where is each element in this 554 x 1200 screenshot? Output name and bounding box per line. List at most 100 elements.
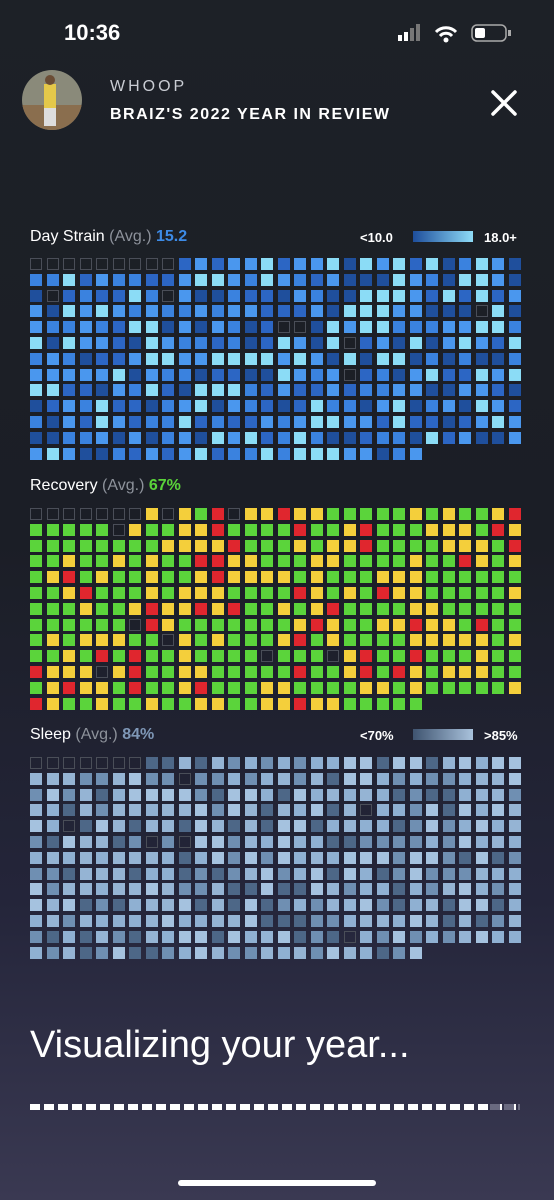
day-cell bbox=[46, 571, 59, 584]
day-cell bbox=[442, 851, 455, 864]
day-cell bbox=[409, 915, 422, 927]
day-cell bbox=[277, 650, 290, 663]
day-cell bbox=[508, 883, 521, 896]
day-cell bbox=[310, 431, 323, 444]
day-cell bbox=[492, 820, 504, 833]
day-cell bbox=[393, 915, 405, 927]
day-cell bbox=[409, 352, 422, 365]
day-cell bbox=[195, 447, 207, 460]
day-cell bbox=[459, 571, 471, 584]
day-cell bbox=[327, 400, 339, 413]
day-cell bbox=[294, 618, 306, 631]
day-cell bbox=[228, 431, 240, 444]
day-cell bbox=[46, 930, 59, 943]
day-cell bbox=[79, 523, 92, 536]
day-cell bbox=[112, 946, 125, 959]
day-cell bbox=[195, 305, 207, 318]
day-cell bbox=[310, 666, 323, 678]
day-cell bbox=[343, 867, 356, 880]
day-cell bbox=[442, 587, 455, 599]
day-cell bbox=[492, 867, 504, 880]
day-cell bbox=[376, 618, 389, 631]
day-cell bbox=[244, 416, 257, 428]
day-cell bbox=[261, 930, 273, 943]
day-cell bbox=[327, 539, 339, 552]
day-cell bbox=[426, 899, 438, 912]
day-cell bbox=[63, 508, 75, 520]
day-cell bbox=[129, 867, 141, 880]
day-cell bbox=[63, 666, 75, 678]
day-cell bbox=[228, 851, 240, 864]
day-cell bbox=[459, 258, 471, 270]
day-cell bbox=[63, 836, 75, 848]
day-cell bbox=[63, 618, 75, 631]
day-cell bbox=[261, 289, 273, 302]
day-cell bbox=[244, 571, 257, 584]
day-cell bbox=[393, 867, 405, 880]
day-cell bbox=[327, 851, 339, 864]
day-cell bbox=[475, 337, 488, 349]
day-cell bbox=[79, 930, 92, 943]
day-cell bbox=[112, 508, 125, 520]
day-cell bbox=[426, 384, 438, 397]
day-cell bbox=[492, 523, 504, 536]
day-cell bbox=[46, 587, 59, 599]
day-cell bbox=[46, 602, 59, 615]
day-cell bbox=[277, 523, 290, 536]
day-cell bbox=[96, 571, 108, 584]
day-cell bbox=[327, 666, 339, 678]
day-cell bbox=[376, 555, 389, 568]
day-cell bbox=[195, 851, 207, 864]
close-button[interactable] bbox=[490, 89, 518, 117]
day-cell bbox=[277, 539, 290, 552]
day-cell bbox=[277, 431, 290, 444]
day-cell bbox=[96, 650, 108, 663]
day-cell bbox=[376, 666, 389, 678]
day-cell bbox=[96, 273, 108, 286]
day-cell bbox=[145, 447, 158, 460]
day-cell bbox=[360, 899, 372, 912]
day-cell bbox=[178, 508, 191, 520]
day-cell bbox=[195, 587, 207, 599]
day-cell bbox=[195, 289, 207, 302]
day-cell bbox=[459, 321, 471, 334]
day-cell bbox=[294, 681, 306, 694]
day-cell bbox=[244, 836, 257, 848]
day-cell bbox=[261, 772, 273, 785]
day-cell bbox=[178, 273, 191, 286]
day-cell bbox=[178, 305, 191, 318]
label: Sleep bbox=[30, 726, 71, 743]
day-cell bbox=[343, 289, 356, 302]
day-cell bbox=[475, 772, 488, 785]
day-cell bbox=[178, 915, 191, 927]
day-cell bbox=[343, 523, 356, 536]
day-cell bbox=[46, 273, 59, 286]
day-cell bbox=[327, 431, 339, 444]
day-cell bbox=[162, 697, 174, 710]
day-cell bbox=[129, 400, 141, 413]
day-cell bbox=[508, 602, 521, 615]
day-cell bbox=[393, 883, 405, 896]
day-cell bbox=[195, 915, 207, 927]
day-cell bbox=[261, 352, 273, 365]
day-cell bbox=[459, 555, 471, 568]
day-cell bbox=[393, 681, 405, 694]
day-cell bbox=[162, 400, 174, 413]
day-cell bbox=[426, 321, 438, 334]
day-cell bbox=[195, 539, 207, 552]
day-cell bbox=[277, 899, 290, 912]
day-cell bbox=[492, 555, 504, 568]
day-cell bbox=[393, 899, 405, 912]
day-cell bbox=[343, 634, 356, 647]
day-cell bbox=[211, 602, 224, 615]
day-cell bbox=[244, 555, 257, 568]
day-cell bbox=[393, 618, 405, 631]
day-cell bbox=[30, 447, 42, 460]
day-cell bbox=[211, 571, 224, 584]
day-cell bbox=[96, 883, 108, 896]
day-cell bbox=[30, 946, 42, 959]
avatar[interactable] bbox=[22, 70, 82, 130]
day-cell bbox=[360, 587, 372, 599]
day-cell bbox=[228, 571, 240, 584]
day-cell bbox=[46, 867, 59, 880]
